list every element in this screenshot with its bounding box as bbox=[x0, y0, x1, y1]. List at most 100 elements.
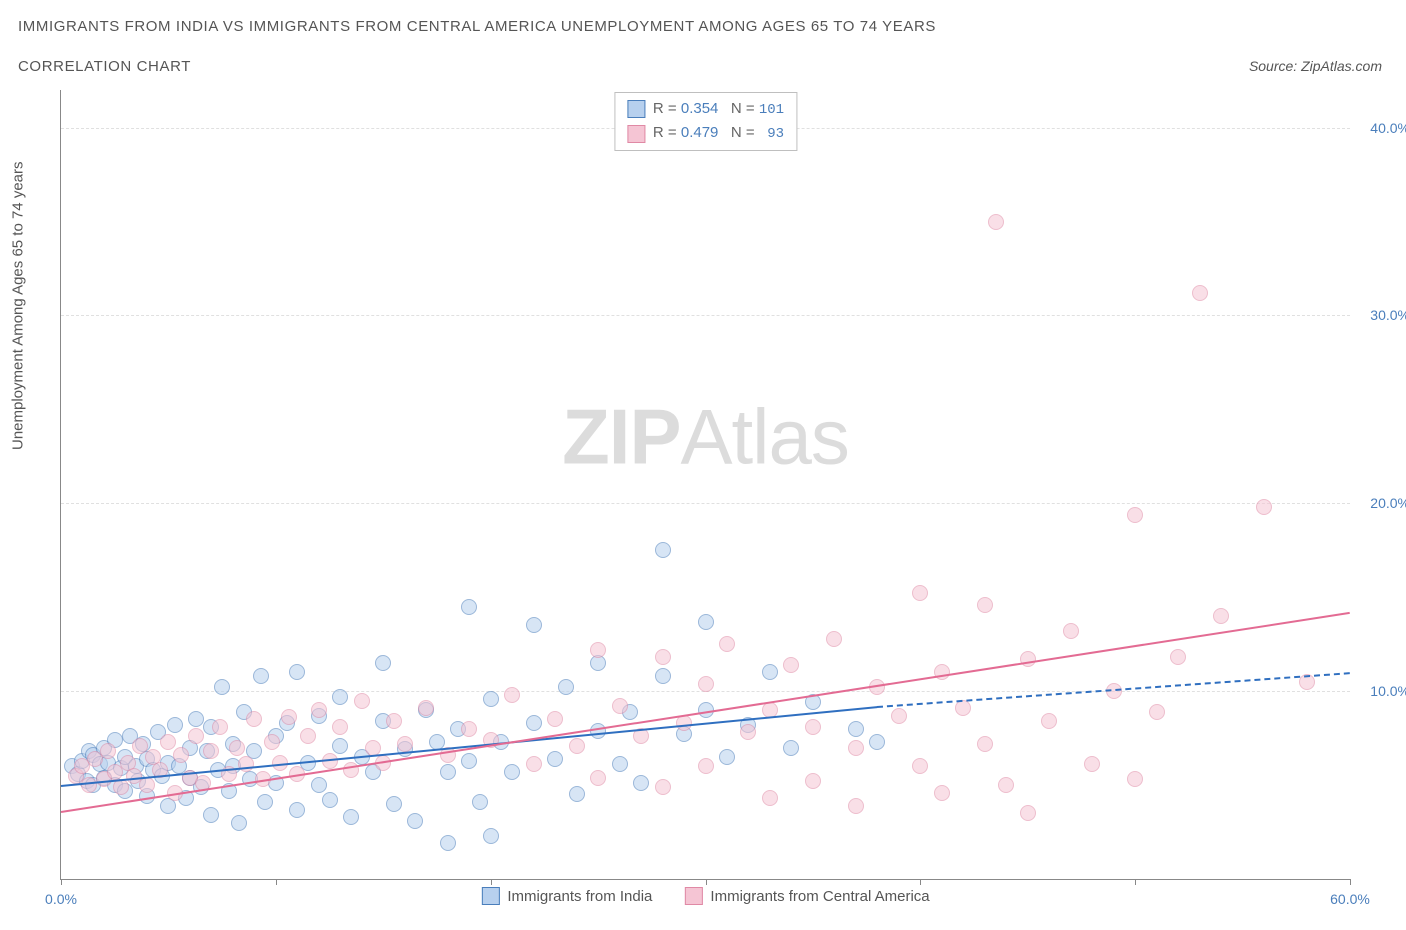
scatter-point bbox=[869, 734, 885, 750]
x-tick bbox=[61, 879, 62, 885]
scatter-point bbox=[504, 764, 520, 780]
scatter-point bbox=[1213, 608, 1229, 624]
scatter-point bbox=[977, 597, 993, 613]
scatter-point bbox=[698, 758, 714, 774]
scatter-point bbox=[1020, 805, 1036, 821]
scatter-point bbox=[257, 794, 273, 810]
scatter-point bbox=[332, 738, 348, 754]
scatter-point bbox=[719, 636, 735, 652]
scatter-point bbox=[483, 828, 499, 844]
scatter-point bbox=[558, 679, 574, 695]
scatter-point bbox=[526, 617, 542, 633]
scatter-point bbox=[655, 649, 671, 665]
scatter-point bbox=[848, 721, 864, 737]
scatter-point bbox=[848, 798, 864, 814]
legend-row: R = 0.479 N = 93 bbox=[627, 121, 784, 145]
scatter-point bbox=[160, 734, 176, 750]
scatter-point bbox=[311, 702, 327, 718]
scatter-point bbox=[212, 719, 228, 735]
scatter-point bbox=[655, 779, 671, 795]
scatter-point bbox=[139, 777, 155, 793]
scatter-point bbox=[655, 668, 671, 684]
scatter-point bbox=[526, 756, 542, 772]
scatter-point bbox=[526, 715, 542, 731]
scatter-point bbox=[719, 749, 735, 765]
scatter-point bbox=[955, 700, 971, 716]
x-tick bbox=[920, 879, 921, 885]
scatter-point bbox=[386, 796, 402, 812]
scatter-point bbox=[332, 689, 348, 705]
legend-item: Immigrants from India bbox=[481, 887, 652, 905]
scatter-point bbox=[365, 740, 381, 756]
swatch-icon bbox=[627, 100, 645, 118]
scatter-point bbox=[418, 700, 434, 716]
scatter-point bbox=[461, 721, 477, 737]
scatter-point bbox=[569, 786, 585, 802]
y-tick-label: 20.0% bbox=[1355, 495, 1406, 511]
scatter-point bbox=[100, 743, 116, 759]
scatter-point bbox=[891, 708, 907, 724]
scatter-point bbox=[1149, 704, 1165, 720]
scatter-point bbox=[934, 664, 950, 680]
scatter-point bbox=[783, 740, 799, 756]
swatch-icon bbox=[684, 887, 702, 905]
scatter-point bbox=[214, 679, 230, 695]
gridline bbox=[61, 315, 1350, 316]
scatter-point bbox=[203, 807, 219, 823]
scatter-point bbox=[912, 758, 928, 774]
scatter-point bbox=[238, 756, 254, 772]
scatter-point bbox=[311, 777, 327, 793]
scatter-point bbox=[173, 747, 189, 763]
scatter-point bbox=[167, 717, 183, 733]
scatter-point bbox=[407, 813, 423, 829]
legend-row: R = 0.354 N = 101 bbox=[627, 97, 784, 121]
scatter-point bbox=[977, 736, 993, 752]
scatter-point bbox=[322, 792, 338, 808]
scatter-point bbox=[762, 664, 778, 680]
scatter-point bbox=[300, 728, 316, 744]
scatter-point bbox=[375, 655, 391, 671]
y-tick-label: 40.0% bbox=[1355, 120, 1406, 136]
scatter-point bbox=[1170, 649, 1186, 665]
scatter-point bbox=[289, 664, 305, 680]
scatter-point bbox=[483, 691, 499, 707]
scatter-point bbox=[289, 802, 305, 818]
x-tick-label: 0.0% bbox=[45, 891, 77, 907]
x-tick bbox=[491, 879, 492, 885]
scatter-point bbox=[590, 770, 606, 786]
page-subtitle: CORRELATION CHART bbox=[18, 58, 191, 75]
watermark-light: Atlas bbox=[680, 393, 848, 481]
scatter-point bbox=[698, 614, 714, 630]
x-tick bbox=[706, 879, 707, 885]
scatter-point bbox=[805, 773, 821, 789]
scatter-point bbox=[1127, 507, 1143, 523]
legend-label: Immigrants from Central America bbox=[710, 888, 929, 905]
scatter-point bbox=[281, 709, 297, 725]
scatter-point bbox=[612, 698, 628, 714]
legend-stats: R = 0.354 N = 101 bbox=[653, 97, 784, 121]
gridline bbox=[61, 503, 1350, 504]
scatter-point bbox=[1084, 756, 1100, 772]
scatter-point bbox=[612, 756, 628, 772]
scatter-point bbox=[698, 676, 714, 692]
swatch-icon bbox=[481, 887, 499, 905]
scatter-point bbox=[332, 719, 348, 735]
scatter-point bbox=[912, 585, 928, 601]
scatter-point bbox=[934, 785, 950, 801]
scatter-point bbox=[246, 711, 262, 727]
series-legend: Immigrants from India Immigrants from Cen… bbox=[481, 887, 929, 905]
scatter-point bbox=[461, 599, 477, 615]
scatter-point bbox=[783, 657, 799, 673]
scatter-point bbox=[397, 736, 413, 752]
scatter-point bbox=[826, 631, 842, 647]
scatter-point bbox=[998, 777, 1014, 793]
scatter-point bbox=[231, 815, 247, 831]
scatter-point bbox=[805, 719, 821, 735]
x-tick bbox=[1350, 879, 1351, 885]
legend-stats: R = 0.479 N = 93 bbox=[653, 121, 784, 145]
scatter-point bbox=[188, 728, 204, 744]
y-axis-label: Unemployment Among Ages 65 to 74 years bbox=[10, 161, 27, 450]
scatter-point bbox=[590, 642, 606, 658]
scatter-point bbox=[472, 794, 488, 810]
scatter-point bbox=[633, 775, 649, 791]
